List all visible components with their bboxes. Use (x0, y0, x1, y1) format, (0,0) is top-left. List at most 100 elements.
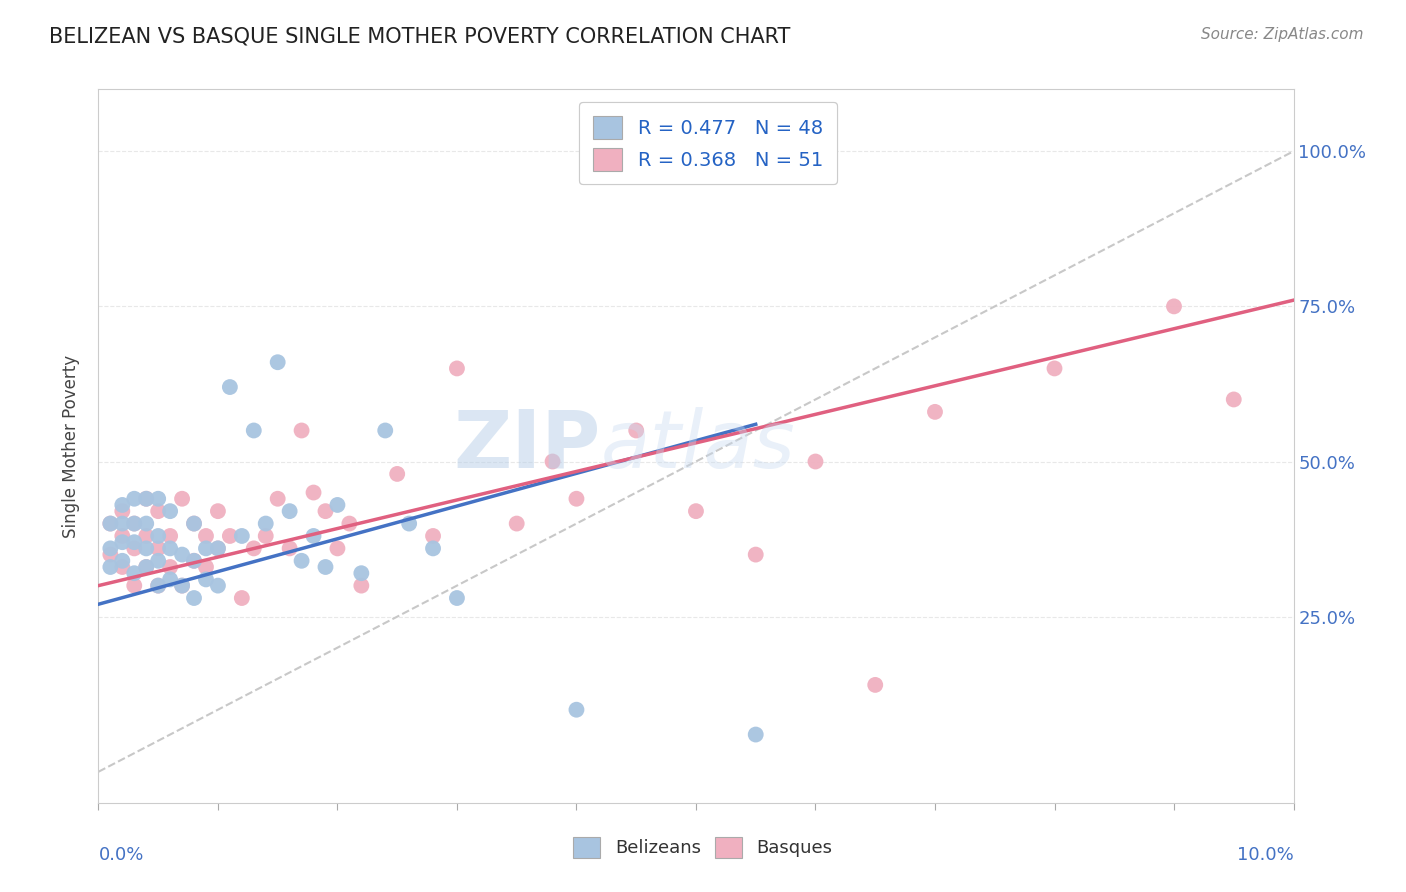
Text: atlas: atlas (600, 407, 796, 485)
Point (804, 454, 827, 468)
Point (207, 541, 229, 556)
Point (111, 535, 134, 549)
Point (159, 504, 181, 518)
Point (339, 516, 361, 531)
Point (135, 516, 157, 531)
Text: Source: ZipAtlas.com: Source: ZipAtlas.com (1201, 27, 1364, 42)
Point (98, 516, 122, 531)
Point (231, 591, 253, 605)
Point (446, 591, 468, 605)
Point (111, 516, 134, 531)
Point (565, 703, 588, 717)
Point (254, 529, 277, 543)
Point (183, 516, 205, 531)
Y-axis label: Single Mother Poverty: Single Mother Poverty (62, 354, 80, 538)
Point (111, 498, 134, 512)
Point (195, 573, 218, 587)
Point (124, 516, 146, 531)
Point (865, 678, 887, 692)
Point (267, 491, 290, 506)
Point (195, 560, 218, 574)
Point (326, 541, 349, 556)
Point (506, 516, 529, 531)
Point (195, 529, 218, 543)
Point (1163, 299, 1185, 313)
Point (446, 361, 468, 376)
Point (148, 554, 170, 568)
Point (135, 541, 157, 556)
Point (124, 566, 146, 581)
Point (243, 541, 266, 556)
Point (183, 591, 205, 605)
Text: ZIP: ZIP (453, 407, 600, 485)
Point (135, 560, 157, 574)
Point (398, 516, 420, 531)
Point (159, 541, 181, 556)
Point (172, 579, 194, 593)
Point (291, 424, 314, 438)
Point (243, 424, 266, 438)
Point (159, 529, 181, 543)
Point (159, 560, 181, 574)
Point (207, 504, 229, 518)
Point (98, 541, 122, 556)
Text: 0.0%: 0.0% (98, 846, 143, 863)
Point (98, 516, 122, 531)
Point (148, 529, 170, 543)
Point (183, 516, 205, 531)
Point (148, 579, 170, 593)
Point (231, 529, 253, 543)
Point (745, 727, 768, 741)
Point (745, 548, 768, 562)
Point (267, 355, 290, 369)
Point (124, 541, 146, 556)
Point (111, 504, 134, 518)
Point (207, 579, 229, 593)
Point (685, 504, 707, 518)
Point (124, 491, 146, 506)
Point (315, 504, 337, 518)
Point (183, 554, 205, 568)
Point (195, 541, 218, 556)
Point (124, 535, 146, 549)
Point (278, 504, 301, 518)
Point (219, 529, 242, 543)
Point (385, 467, 409, 481)
Legend: Belizeans, Basques: Belizeans, Basques (567, 830, 839, 865)
Point (148, 579, 170, 593)
Point (159, 573, 181, 587)
Point (135, 491, 157, 506)
Point (1043, 361, 1066, 376)
Point (291, 554, 314, 568)
Point (565, 491, 588, 506)
Point (278, 541, 301, 556)
Point (183, 554, 205, 568)
Point (148, 541, 170, 556)
Point (172, 579, 194, 593)
Point (219, 380, 242, 394)
Point (350, 579, 373, 593)
Point (541, 454, 564, 468)
Legend: R = 0.477   N = 48, R = 0.368   N = 51: R = 0.477 N = 48, R = 0.368 N = 51 (579, 103, 837, 185)
Point (374, 424, 396, 438)
Point (124, 516, 146, 531)
Point (626, 424, 648, 438)
Point (111, 529, 134, 543)
Point (111, 554, 134, 568)
Point (135, 560, 157, 574)
Point (207, 541, 229, 556)
Text: BELIZEAN VS BASQUE SINGLE MOTHER POVERTY CORRELATION CHART: BELIZEAN VS BASQUE SINGLE MOTHER POVERTY… (49, 27, 790, 46)
Point (135, 491, 157, 506)
Point (148, 491, 170, 506)
Point (302, 529, 325, 543)
Point (254, 516, 277, 531)
Point (350, 566, 373, 581)
Point (1223, 392, 1246, 407)
Point (111, 560, 134, 574)
Point (422, 541, 444, 556)
Point (124, 579, 146, 593)
Point (315, 560, 337, 574)
Point (98, 548, 122, 562)
Point (924, 405, 946, 419)
Point (148, 504, 170, 518)
